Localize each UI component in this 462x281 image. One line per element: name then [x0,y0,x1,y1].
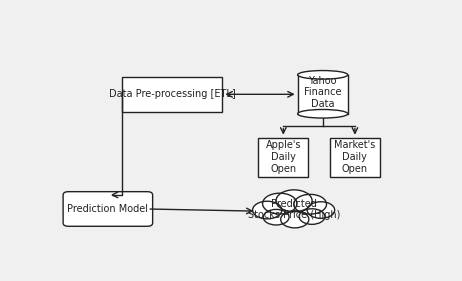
FancyBboxPatch shape [330,138,380,176]
Text: Prediction Model: Prediction Model [67,204,148,214]
FancyBboxPatch shape [63,192,152,226]
FancyBboxPatch shape [122,77,223,112]
Ellipse shape [298,110,348,118]
Circle shape [294,194,327,214]
Text: Market's
Daily
Open: Market's Daily Open [334,140,376,174]
Circle shape [281,211,309,228]
Text: Predicted
Stocks Price (High): Predicted Stocks Price (High) [248,199,340,220]
Text: Yahoo
Finance
Data: Yahoo Finance Data [304,76,341,109]
Bar [298,75,348,114]
Circle shape [307,202,334,218]
Text: Apple's
Daily
Open: Apple's Daily Open [266,140,301,174]
Circle shape [253,201,282,219]
Circle shape [276,190,312,212]
Text: Data Pre-processing [ETL]: Data Pre-processing [ETL] [109,89,236,99]
Ellipse shape [298,71,348,79]
FancyBboxPatch shape [258,138,309,176]
Circle shape [262,193,297,214]
Circle shape [299,209,325,224]
Circle shape [263,209,289,225]
